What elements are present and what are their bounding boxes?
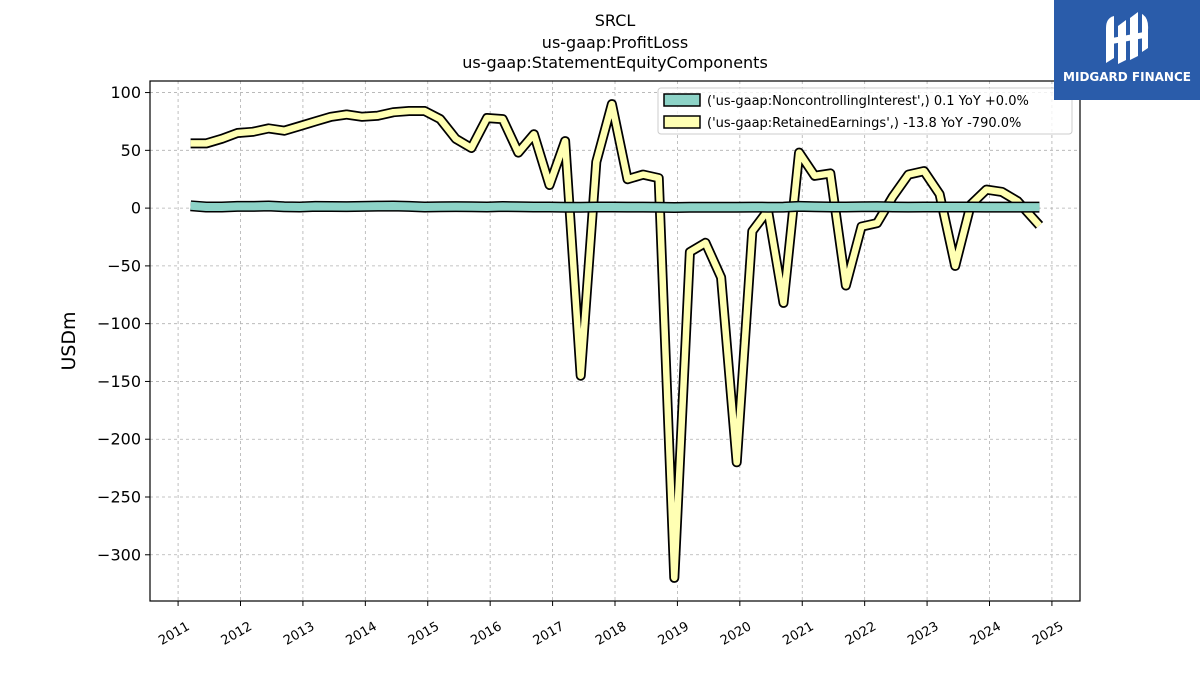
logo-text: MIDGARD FINANCE	[1063, 70, 1191, 84]
x-axis: 2011 2012 2013 2014 2015 2016 2017 2018 2019 2020…	[156, 601, 1066, 649]
gridlines	[150, 81, 1080, 601]
y-tick-label: −50	[107, 256, 141, 275]
x-tick-label: 2016	[468, 619, 504, 649]
logo-mark-icon	[1106, 12, 1149, 64]
y-tick-label: −300	[97, 545, 141, 564]
x-tick-label: 2025	[1030, 619, 1066, 649]
y-tick-label: −200	[97, 430, 141, 449]
x-tick-label: 2015	[406, 619, 442, 649]
legend-box	[657, 87, 1073, 135]
x-tick-label: 2024	[968, 619, 1004, 649]
x-tick-label: 2023	[905, 619, 941, 649]
series-line	[190, 201, 1040, 212]
series-layer	[190, 99, 1044, 583]
y-axis-label: USDm	[58, 311, 80, 370]
y-tick-label: −250	[97, 488, 141, 507]
legend: ('us-gaap:NoncontrollingInterest',) 0.1 …	[657, 87, 1073, 135]
x-tick-label: 2022	[843, 619, 879, 649]
x-tick-label: 2011	[156, 619, 192, 649]
series-retained-earnings	[190, 99, 1044, 583]
y-tick-label: −150	[97, 372, 141, 391]
y-tick-label: 0	[131, 199, 141, 218]
series-line	[190, 100, 1042, 582]
x-tick-label: 2012	[219, 619, 255, 649]
y-axis: 100 50 0 −50 −100 −150 −200 −250 −300	[97, 83, 150, 564]
midgard-finance-logo: MIDGARD FINANCE	[1054, 0, 1200, 100]
x-tick-label: 2014	[344, 619, 380, 649]
x-tick-label: 2020	[718, 619, 754, 649]
x-tick-label: 2018	[593, 619, 629, 649]
y-tick-label: −100	[97, 314, 141, 333]
x-tick-label: 2013	[281, 619, 317, 649]
y-tick-label: 50	[121, 141, 141, 160]
x-tick-label: 2021	[780, 619, 816, 649]
legend-label-noncontrolling: ('us-gaap:NoncontrollingInterest',) 0.1 …	[707, 94, 1029, 109]
x-tick-label: 2017	[531, 619, 567, 649]
y-tick-label: 100	[110, 83, 141, 102]
legend-swatch-retained-earnings	[663, 115, 701, 129]
chart-subtitle-2: us-gaap:StatementEquityComponents	[462, 53, 768, 72]
chart-subtitle-1: us-gaap:ProfitLoss	[542, 33, 688, 52]
series-noncontrolling-interest	[190, 200, 1040, 213]
legend-label-retained-earnings: ('us-gaap:RetainedEarnings',) -13.8 YoY …	[707, 116, 1021, 131]
chart-title: SRCL	[595, 11, 636, 30]
legend-swatch-noncontrolling	[663, 93, 701, 107]
x-tick-label: 2019	[656, 619, 692, 649]
